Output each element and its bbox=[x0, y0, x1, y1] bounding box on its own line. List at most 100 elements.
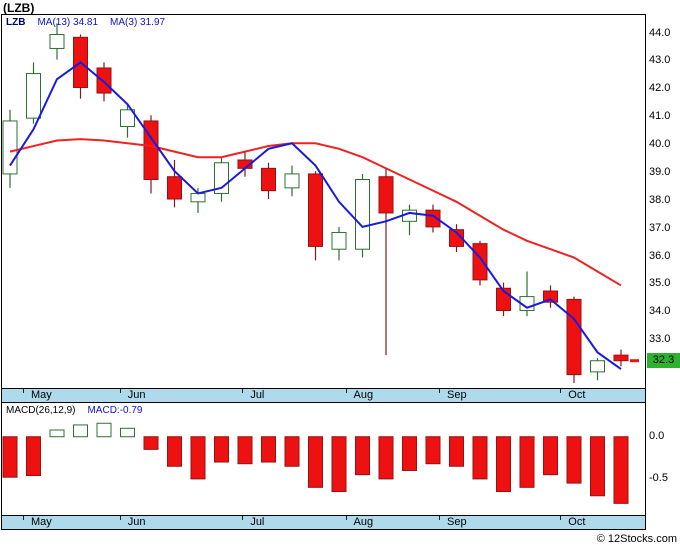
macd-bar bbox=[355, 436, 370, 476]
macd-bar bbox=[214, 436, 229, 463]
month-tick bbox=[560, 389, 562, 393]
price-axis-label: 33.0 bbox=[649, 333, 671, 346]
candle-body-down bbox=[543, 290, 558, 303]
candle-body-up bbox=[590, 360, 605, 373]
macd-bar bbox=[331, 436, 347, 493]
macd-bar bbox=[284, 436, 300, 467]
macd-bar bbox=[472, 436, 488, 480]
macd-bar bbox=[96, 422, 112, 438]
candle-body-up bbox=[49, 34, 65, 49]
candle-body-down bbox=[167, 176, 182, 200]
price-axis-label: 35.0 bbox=[649, 277, 671, 290]
month-label: May bbox=[31, 516, 52, 528]
candlestick-chart bbox=[2, 23, 639, 384]
current-price-badge: 32.3 bbox=[647, 352, 680, 368]
macd-bar bbox=[590, 436, 605, 497]
price-axis-label: 39.0 bbox=[649, 165, 671, 178]
candle-body-down bbox=[472, 243, 488, 281]
page-title: (LZB) bbox=[3, 1, 35, 15]
copyright: © 12Stocks.com bbox=[596, 533, 677, 545]
macd-bar bbox=[378, 436, 394, 480]
month-tick bbox=[119, 516, 121, 520]
macd-bar bbox=[449, 436, 464, 467]
month-axis-macd: May Jun Jul Aug Sep Oct bbox=[2, 515, 645, 529]
month-label: Jun bbox=[127, 516, 146, 528]
macd-bar bbox=[261, 436, 276, 463]
price-axis-label: 43.0 bbox=[649, 54, 671, 67]
macd-bar bbox=[237, 436, 253, 465]
price-axis-label: 38.0 bbox=[649, 193, 671, 206]
macd-legend: MACD(26,12,9) MACD:-0.79 bbox=[6, 405, 142, 416]
macd-bar bbox=[190, 436, 206, 480]
macd-bar bbox=[120, 427, 135, 438]
ma13-line bbox=[9, 138, 622, 287]
symbol-label: LZB bbox=[6, 17, 26, 28]
macd-histogram bbox=[2, 422, 629, 504]
macd-bar bbox=[143, 436, 159, 450]
macd-bar bbox=[308, 436, 323, 488]
month-label: Sep bbox=[447, 389, 467, 401]
macd-bar bbox=[566, 436, 582, 484]
candle-body-up bbox=[190, 192, 206, 203]
month-label: Oct bbox=[568, 516, 586, 528]
macd-bar bbox=[49, 429, 65, 438]
month-tick bbox=[242, 516, 244, 520]
candle-body-up bbox=[284, 173, 300, 189]
month-label: Jul bbox=[250, 389, 265, 401]
macd-axis-label: 0.0 bbox=[649, 429, 665, 442]
month-tick bbox=[242, 389, 244, 393]
price-axis-label: 41.0 bbox=[649, 110, 671, 123]
candle-body-up bbox=[26, 73, 41, 119]
candle-body-up bbox=[355, 178, 370, 250]
candle-body-up bbox=[331, 231, 347, 250]
month-tick bbox=[560, 516, 562, 520]
price-axis-label: 44.0 bbox=[649, 26, 671, 39]
macd-bar bbox=[26, 436, 41, 477]
month-label: Oct bbox=[568, 389, 586, 401]
month-tick bbox=[439, 389, 441, 393]
candle-body-down bbox=[308, 173, 323, 247]
price-axis-label: 34.0 bbox=[649, 305, 671, 318]
month-tick bbox=[23, 389, 25, 393]
candle-body-down bbox=[143, 120, 159, 180]
price-plot: LZB MA(13) 34.81 MA(3) 31.97 May Jun Jul Aug S… bbox=[1, 14, 646, 403]
ma13-label: MA(13) 34.81 bbox=[37, 17, 99, 28]
price-axis-label: 36.0 bbox=[649, 249, 671, 262]
candle-body-down bbox=[449, 229, 464, 247]
candle-body-up bbox=[120, 109, 135, 128]
candle-body-up bbox=[2, 120, 18, 175]
macd-bar bbox=[613, 436, 629, 504]
macd-value-label: MACD:-0.79 bbox=[87, 405, 143, 416]
month-label: Jun bbox=[127, 389, 146, 401]
macd-bar bbox=[167, 436, 182, 467]
month-label: Jul bbox=[250, 516, 265, 528]
month-label: May bbox=[31, 389, 52, 401]
month-axis-main: May Jun Jul Aug Sep Oct bbox=[2, 388, 645, 402]
price-axis: 32.3 44.0 43.0 42.0 41.0 40.0 39.0 38.0 37.0 36.… bbox=[647, 14, 680, 403]
macd-bar bbox=[2, 436, 18, 478]
ma3-line bbox=[9, 61, 622, 370]
macd-params-label: MACD(26,12,9) bbox=[6, 405, 76, 416]
month-tick bbox=[345, 516, 347, 520]
month-label: Aug bbox=[353, 516, 374, 528]
candle-body-down bbox=[96, 67, 112, 94]
macd-plot: MACD(26,12,9) MACD:-0.79 May Jun Jul Aug Sep O… bbox=[1, 403, 646, 530]
candle-body-down bbox=[613, 354, 629, 362]
price-legend: LZB MA(13) 34.81 MA(3) 31.97 bbox=[6, 17, 177, 28]
price-axis-label: 42.0 bbox=[649, 82, 671, 95]
macd-bar bbox=[543, 436, 558, 476]
price-axis-label: 40.0 bbox=[649, 138, 671, 151]
macd-bar bbox=[402, 436, 417, 471]
macd-bar bbox=[519, 436, 535, 488]
candle-body-down bbox=[378, 176, 394, 214]
macd-panel: MACD(26,12,9) MACD:-0.79 May Jun Jul Aug Sep O… bbox=[0, 403, 680, 530]
month-tick bbox=[23, 516, 25, 520]
month-tick bbox=[439, 516, 441, 520]
macd-axis-label: -0.5 bbox=[649, 471, 668, 484]
price-axis-label: 37.0 bbox=[649, 221, 671, 234]
month-label: Aug bbox=[353, 389, 374, 401]
candle-body-down bbox=[566, 298, 582, 376]
macd-bar bbox=[425, 436, 441, 465]
macd-axis: 0.0 -0.5 bbox=[647, 403, 680, 530]
